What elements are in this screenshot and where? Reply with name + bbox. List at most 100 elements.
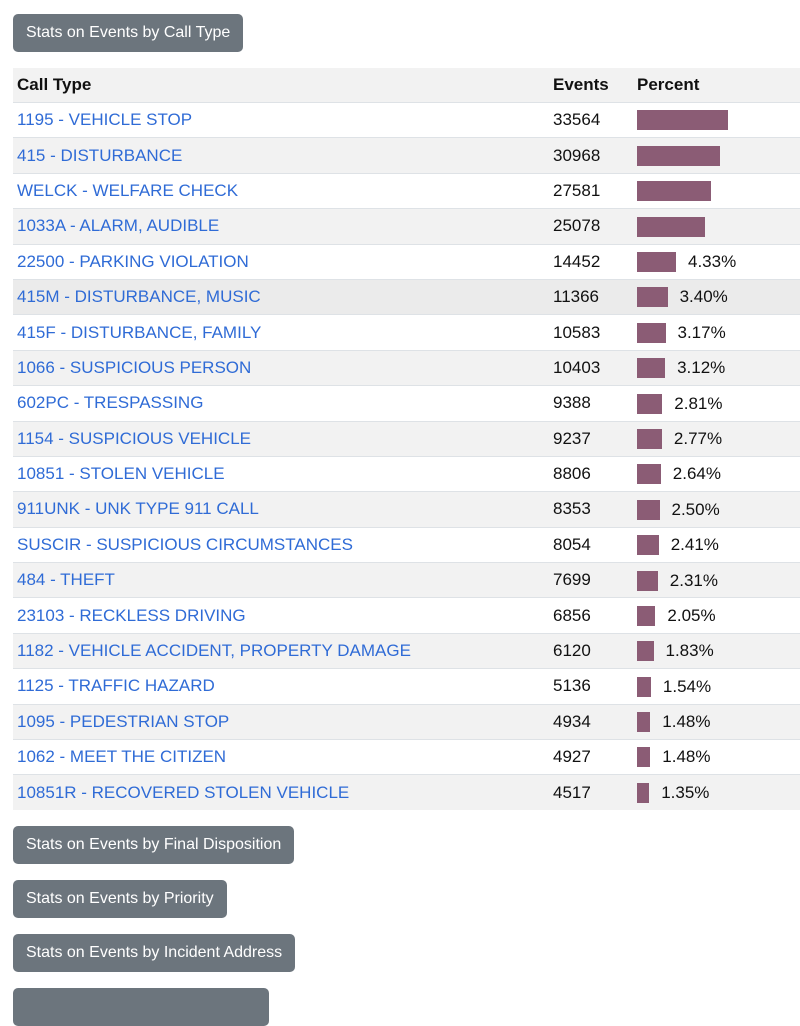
call-type-link[interactable]: 415 - DISTURBANCE	[17, 145, 183, 165]
call-type-link[interactable]: 415M - DISTURBANCE, MUSIC	[17, 287, 261, 307]
events-cell: 4517	[549, 774, 633, 810]
table-row: WELCK - WELFARE CHECK 27581	[13, 172, 800, 209]
call-type-link[interactable]: 1154 - SUSPICIOUS VEHICLE	[17, 428, 251, 448]
table-row: 1095 - PEDESTRIAN STOP 4934 1.48%	[13, 703, 800, 740]
percent-label: 3.17%	[677, 322, 726, 342]
percent-cell: 1.48%	[633, 703, 800, 740]
call-type-link[interactable]: 1195 - VEHICLE STOP	[17, 110, 193, 130]
call-type-link[interactable]: 10851R - RECOVERED STOLEN VEHICLE	[17, 782, 350, 802]
stats-priority-button[interactable]: Stats on Events by Priority	[13, 880, 227, 918]
call-type-link[interactable]: 1095 - PEDESTRIAN STOP	[17, 711, 230, 731]
events-cell: 7699	[549, 562, 633, 598]
events-cell: 33564	[549, 101, 633, 138]
table-row: 1033A - ALARM, AUDIBLE 25078	[13, 208, 800, 245]
call-type-cell: 415M - DISTURBANCE, MUSIC	[13, 278, 549, 315]
table-row: 1125 - TRAFFIC HAZARD 5136 1.54%	[13, 668, 800, 705]
call-type-cell: 484 - THEFT	[13, 562, 549, 598]
events-cell: 6856	[549, 597, 633, 634]
events-cell: 8054	[549, 526, 633, 563]
percent-bar	[637, 428, 662, 449]
percent-label: 2.31%	[669, 570, 718, 590]
call-type-link[interactable]: 1182 - VEHICLE ACCIDENT, PROPERTY DAMAGE	[17, 641, 411, 661]
table-row: 415F - DISTURBANCE, FAMILY 10583 3.17%	[13, 314, 800, 351]
call-type-link[interactable]: 1033A - ALARM, AUDIBLE	[17, 216, 220, 236]
call-type-link[interactable]: 911UNK - UNK TYPE 911 CALL	[17, 499, 259, 519]
table-row: 1062 - MEET THE CITIZEN 4927 1.48%	[13, 739, 800, 775]
percent-cell: 1.48%	[633, 739, 800, 775]
header-call-type: Call Type	[13, 68, 549, 103]
percent-label: 2.77%	[673, 428, 723, 448]
percent-cell: 2.81%	[633, 385, 800, 422]
events-cell: 4934	[549, 703, 633, 740]
events-cell: 5136	[549, 668, 633, 705]
call-type-cell: 415F - DISTURBANCE, FAMILY	[13, 314, 549, 351]
table-row: SUSCIR - SUSPICIOUS CIRCUMSTANCES 8054 2.4…	[13, 526, 800, 563]
events-cell: 14452	[549, 243, 633, 280]
percent-cell: 2.64%	[633, 455, 800, 492]
percent-label: 2.81%	[674, 393, 723, 413]
table-header-row: Call Type Events Percent	[13, 68, 800, 103]
events-cell: 4927	[549, 739, 633, 775]
percent-bar	[637, 216, 705, 237]
percent-bar	[637, 641, 654, 662]
call-type-cell: 1195 - VEHICLE STOP	[13, 101, 549, 138]
call-type-cell: 911UNK - UNK TYPE 911 CALL	[13, 491, 549, 528]
call-type-cell: 602PC - TRESPASSING	[13, 385, 549, 422]
percent-label: 1.54%	[662, 676, 712, 696]
call-type-link[interactable]: 1062 - MEET THE CITIZEN	[17, 747, 227, 767]
call-type-table: Call Type Events Percent 1195 - VEHICLE …	[13, 68, 800, 810]
stats-next-button[interactable]	[13, 988, 269, 1026]
percent-bar	[637, 252, 676, 273]
percent-label: 1.48%	[662, 747, 711, 767]
percent-bar	[637, 499, 660, 520]
percent-bar	[637, 676, 651, 697]
percent-cell: 1.35%	[633, 774, 800, 810]
percent-bar	[637, 287, 668, 308]
call-type-link[interactable]: 1066 - SUSPICIOUS PERSON	[17, 357, 252, 377]
percent-bar	[637, 464, 661, 485]
call-type-cell: 10851R - RECOVERED STOLEN VEHICLE	[13, 774, 549, 810]
percent-cell: 3.40%	[633, 278, 800, 315]
percent-cell: 1.83%	[633, 632, 800, 669]
call-type-link[interactable]: WELCK - WELFARE CHECK	[17, 180, 239, 200]
call-type-cell: WELCK - WELFARE CHECK	[13, 172, 549, 209]
call-type-link[interactable]: 1125 - TRAFFIC HAZARD	[17, 676, 215, 696]
percent-cell: 4.33%	[633, 243, 800, 280]
table-row: 415M - DISTURBANCE, MUSIC 11366 3.40%	[13, 278, 800, 315]
stats-final-disposition-button[interactable]: Stats on Events by Final Disposition	[13, 826, 295, 864]
table-row: 1066 - SUSPICIOUS PERSON 10403 3.12%	[13, 349, 800, 386]
percent-bar	[637, 782, 650, 803]
stats-incident-address-button[interactable]: Stats on Events by Incident Address	[13, 934, 296, 972]
percent-cell: 2.50%	[633, 491, 800, 528]
percent-bar	[637, 747, 651, 768]
table-row: 10851 - STOLEN VEHICLE 8806 2.64%	[13, 455, 800, 492]
call-type-cell: 415 - DISTURBANCE	[13, 137, 549, 174]
percent-label: 3.40%	[679, 287, 728, 307]
events-cell: 30968	[549, 137, 633, 174]
table-row: 1195 - VEHICLE STOP 33564	[13, 101, 800, 138]
percent-cell: 2.31%	[633, 562, 800, 598]
call-type-link[interactable]: 484 - THEFT	[17, 570, 115, 590]
call-type-link[interactable]: 602PC - TRESPASSING	[17, 393, 204, 413]
percent-label: 1.83%	[665, 641, 714, 661]
call-type-cell: 1033A - ALARM, AUDIBLE	[13, 208, 549, 245]
call-type-link[interactable]: 23103 - RECKLESS DRIVING	[17, 605, 246, 625]
call-type-cell: SUSCIR - SUSPICIOUS CIRCUMSTANCES	[13, 526, 549, 563]
call-type-cell: 1182 - VEHICLE ACCIDENT, PROPERTY DAMAGE	[13, 632, 549, 669]
events-cell: 10403	[549, 349, 633, 386]
call-type-link[interactable]: 22500 - PARKING VIOLATION	[17, 251, 249, 271]
table-row: 415 - DISTURBANCE 30968	[13, 137, 800, 174]
percent-label: 2.05%	[667, 605, 716, 625]
call-type-link[interactable]: 415F - DISTURBANCE, FAMILY	[17, 322, 262, 342]
percent-bar	[637, 322, 666, 343]
call-type-cell: 1125 - TRAFFIC HAZARD	[13, 668, 549, 705]
percent-label: 3.12%	[677, 358, 726, 378]
events-cell: 9237	[549, 420, 633, 457]
events-cell: 27581	[549, 172, 633, 209]
call-type-link[interactable]: 10851 - STOLEN VEHICLE	[17, 464, 225, 484]
table-row: 484 - THEFT 7699 2.31%	[13, 562, 800, 598]
call-type-link[interactable]: SUSCIR - SUSPICIOUS CIRCUMSTANCES	[17, 534, 353, 554]
percent-cell	[633, 208, 800, 245]
stats-call-type-button[interactable]: Stats on Events by Call Type	[13, 14, 244, 52]
percent-cell	[633, 172, 800, 209]
